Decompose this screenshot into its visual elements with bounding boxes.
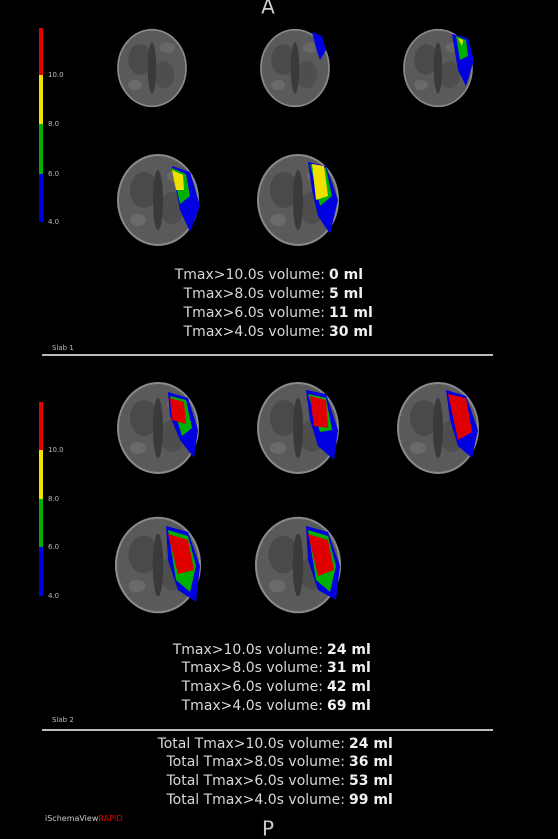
total-label: Total Tmax>10.0s volume: [157,736,345,752]
perfusion-blob [456,36,468,60]
color-bar-blue [39,174,43,222]
volume-value: 31 ml [327,660,371,676]
perfusion-blob [170,398,186,424]
scale-label: 4.0 [48,592,59,600]
volume-label: Tmax>6.0s volume: [183,305,325,321]
total-value: 24 ml [349,736,393,752]
brain-slice [117,28,187,108]
orientation-top: A [261,0,275,19]
color-bar-green [39,124,43,174]
perfusion-blob [308,534,334,576]
color-bar-red [39,28,43,75]
volume-label: Tmax>10.0s volume: [174,267,325,283]
volume-label: Tmax>8.0s volume: [183,286,325,302]
scale-label: 10.0 [48,446,64,454]
volume-label: Tmax>6.0s volume: [181,679,323,695]
perfusion-blob [452,34,474,86]
scale-label: 6.0 [48,170,59,178]
volume-value: 42 ml [327,679,371,695]
perfusion-blob [458,38,463,46]
perfusion-blob [312,32,326,60]
volume-value: 11 ml [329,305,373,321]
volume-label: Tmax>4.0s volume: [183,324,325,340]
color-bar-yellow [39,450,43,499]
volume-value: 5 ml [329,286,363,302]
total-label: Total Tmax>8.0s volume: [165,754,345,770]
color-bar-blue [39,547,43,596]
perfusion-blob [172,170,184,190]
color-bar-green [39,499,43,547]
volume-label: Tmax>8.0s volume: [181,660,323,676]
perfusion-blob [312,164,328,200]
scale-label: 6.0 [48,543,59,551]
volume-value: 24 ml [327,642,371,658]
slab-label: Slab 1 [52,344,74,352]
perfusion-blob [310,396,328,428]
perfusion-blob [448,394,472,440]
slab-label: Slab 2 [52,716,74,724]
volume-value: 0 ml [329,267,363,283]
volume-label: Tmax>10.0s volume: [172,642,323,658]
total-value: 36 ml [349,754,393,770]
total-value: 99 ml [349,792,393,808]
volume-value: 69 ml [327,698,371,714]
scale-label: 8.0 [48,495,59,503]
color-bar-yellow [39,75,43,124]
scale-label: 8.0 [48,120,59,128]
orientation-bottom: P [262,817,274,839]
scale-label: 4.0 [48,218,59,226]
perfusion-blob [168,534,194,574]
total-value: 53 ml [349,773,393,789]
total-label: Total Tmax>4.0s volume: [165,792,345,808]
brand-name: iSchemaView [45,814,99,823]
volume-label: Tmax>4.0s volume: [181,698,323,714]
color-bar-red [39,402,43,450]
brand: iSchemaViewRAPID [45,814,122,823]
product-name: RAPID [98,814,122,823]
total-label: Total Tmax>6.0s volume: [165,773,345,789]
volume-value: 30 ml [329,324,373,340]
scale-label: 10.0 [48,71,64,79]
